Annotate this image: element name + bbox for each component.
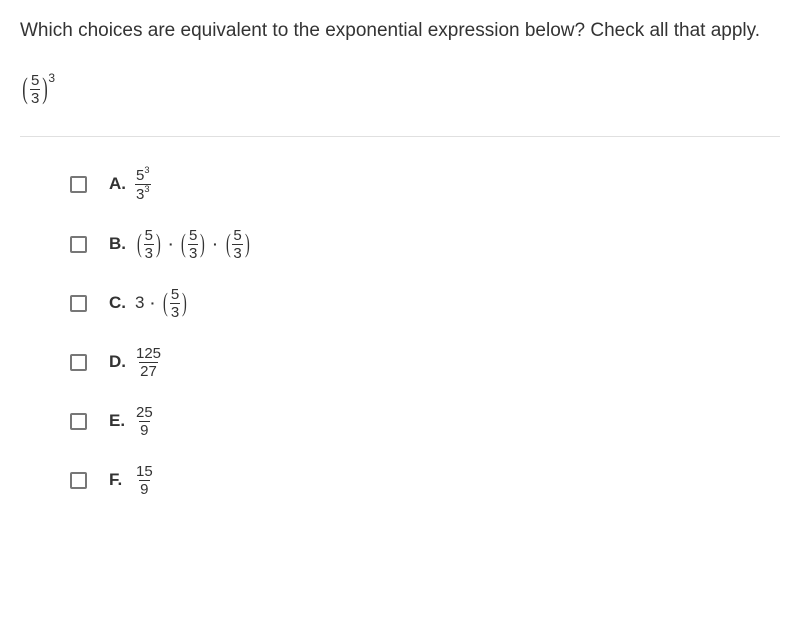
choice-e: E. 25 9 xyxy=(70,405,780,438)
frac-den: 3 xyxy=(232,244,242,261)
frac-den: 27 xyxy=(139,362,158,379)
choice-d-expr: 125 27 xyxy=(135,346,162,379)
main-expr-exponent: 3 xyxy=(48,71,55,85)
main-expr-den: 3 xyxy=(30,89,40,106)
choice-c-expr: 3 · (53) xyxy=(135,287,189,320)
frac-num: 5 xyxy=(170,287,180,303)
checkbox-c[interactable] xyxy=(70,295,87,312)
frac-num: 5 xyxy=(188,228,198,244)
checkbox-e[interactable] xyxy=(70,413,87,430)
checkbox-d[interactable] xyxy=(70,354,87,371)
question-text: Which choices are equivalent to the expo… xyxy=(20,18,780,45)
frac-num-exp: 3 xyxy=(144,165,149,175)
choice-b-expr: (53) · (53) · (53) xyxy=(135,228,251,261)
choice-d: D. 125 27 xyxy=(70,346,780,379)
frac-den-exp: 3 xyxy=(144,184,149,194)
choice-letter: E. xyxy=(109,411,127,431)
scalar: 3 xyxy=(135,293,144,313)
frac-num: 5 xyxy=(144,228,154,244)
choice-letter: A. xyxy=(109,174,127,194)
main-expr-num: 5 xyxy=(30,73,40,89)
frac-num: 15 xyxy=(135,464,154,480)
main-expression: ( 5 3 ) 3 xyxy=(20,73,780,106)
choice-c: C. 3 · (53) xyxy=(70,287,780,320)
choice-a-expr: 53 33 xyxy=(135,167,151,202)
dot-icon: · xyxy=(150,295,155,311)
frac-den: 3 xyxy=(144,244,154,261)
frac-den: 3 xyxy=(188,244,198,261)
choice-f-expr: 15 9 xyxy=(135,464,154,497)
frac-num: 25 xyxy=(135,405,154,421)
choice-letter: D. xyxy=(109,352,127,372)
choice-b: B. (53) · (53) · (53) xyxy=(70,228,780,261)
divider xyxy=(20,136,780,137)
frac-num: 5 xyxy=(232,228,242,244)
checkbox-f[interactable] xyxy=(70,472,87,489)
frac-den: 9 xyxy=(139,421,149,438)
choice-f: F. 15 9 xyxy=(70,464,780,497)
frac-den: 9 xyxy=(139,480,149,497)
checkbox-a[interactable] xyxy=(70,176,87,193)
choice-e-expr: 25 9 xyxy=(135,405,154,438)
choice-letter: F. xyxy=(109,470,127,490)
choice-letter: C. xyxy=(109,293,127,313)
choice-a: A. 53 33 xyxy=(70,167,780,202)
choice-letter: B. xyxy=(109,234,127,254)
checkbox-b[interactable] xyxy=(70,236,87,253)
dot-icon: · xyxy=(169,236,174,252)
choices-list: A. 53 33 B. (53) · (53) · (53) C. 3 xyxy=(20,167,780,497)
dot-icon: · xyxy=(213,236,218,252)
frac-den: 3 xyxy=(170,303,180,320)
frac-num: 125 xyxy=(135,346,162,362)
